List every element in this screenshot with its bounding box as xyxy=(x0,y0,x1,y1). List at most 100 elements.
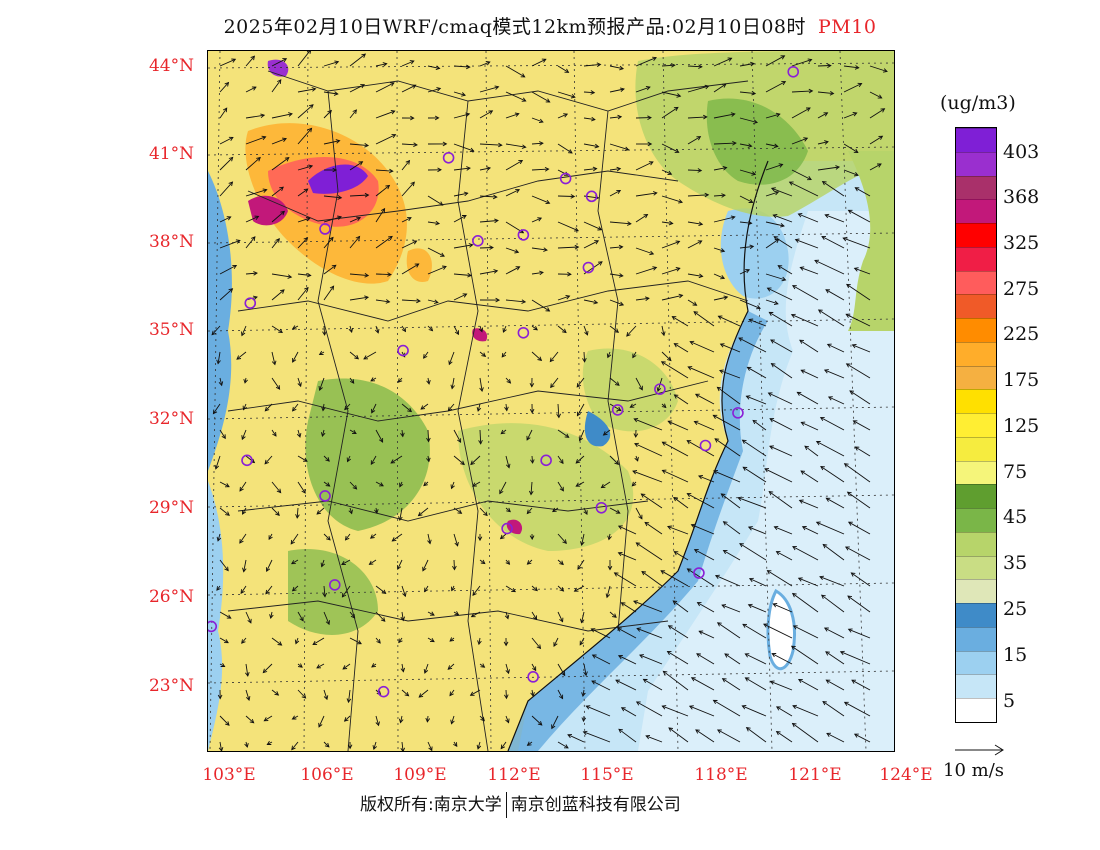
wind-vector-head xyxy=(798,499,804,504)
wind-vector xyxy=(245,236,256,249)
wind-vector-head xyxy=(641,570,647,576)
wind-vector xyxy=(349,194,369,197)
wind-vector-head xyxy=(364,295,370,300)
wind-vector-head xyxy=(224,639,229,644)
legend-swatch xyxy=(956,698,996,722)
wind-vector xyxy=(375,236,393,249)
legend-label: 125 xyxy=(1003,415,1040,437)
wind-vector-head xyxy=(742,623,748,628)
wind-vector xyxy=(739,63,755,67)
wind-vector-head xyxy=(613,572,619,577)
wind-vector-head xyxy=(773,236,779,241)
wind-vector xyxy=(722,678,741,691)
wind-vector-head xyxy=(854,446,860,451)
wind-vector-head xyxy=(667,420,673,425)
wind-vector-head xyxy=(401,327,407,333)
wind-vector xyxy=(713,83,727,93)
southwest-blue xyxy=(208,481,224,751)
wind-vector xyxy=(765,81,786,93)
wind-vector-head xyxy=(429,637,435,643)
wind-vector-head xyxy=(407,407,413,413)
wind-vector xyxy=(375,637,381,644)
wind-vector-head xyxy=(877,94,883,99)
wind-vector xyxy=(739,269,750,275)
wind-vector xyxy=(634,418,663,431)
wind-vector-head xyxy=(652,56,657,61)
wind-vector-head xyxy=(320,562,326,568)
wind-vector-head xyxy=(635,701,641,706)
wind-vector-head xyxy=(218,746,224,751)
wind-vector xyxy=(312,637,325,645)
wind-vector xyxy=(687,493,715,509)
wind-vector xyxy=(739,543,767,561)
wind-vector xyxy=(531,142,543,145)
wind-vector xyxy=(297,377,302,387)
wind-vector-head xyxy=(254,215,260,220)
legend-swatch xyxy=(956,579,996,603)
wind-vector-head xyxy=(333,91,339,96)
wind-vector xyxy=(297,128,312,145)
wind-vector xyxy=(427,195,443,206)
wind-vector-head xyxy=(614,381,620,386)
wind-vector-head xyxy=(378,438,384,443)
wind-vector xyxy=(471,611,481,618)
wind-vector xyxy=(739,117,758,123)
wind-vector xyxy=(453,244,473,249)
wind-vector-head xyxy=(714,574,720,579)
wind-vector xyxy=(219,216,231,223)
wind-vector-head xyxy=(817,309,823,314)
wind-vector-head xyxy=(539,141,544,146)
wind-vector xyxy=(822,544,845,561)
wind-vector xyxy=(855,446,871,457)
wind-vector-head xyxy=(552,507,557,513)
wind-vector xyxy=(819,576,845,587)
wind-vector-head xyxy=(263,717,269,722)
wind-vector-head xyxy=(698,64,703,69)
wind-vector-head xyxy=(228,136,234,141)
wind-vector xyxy=(427,533,431,544)
wind-vector-head xyxy=(368,560,374,565)
wind-vector-head xyxy=(624,146,630,151)
wind-vector-head xyxy=(539,270,544,276)
wind-vector xyxy=(844,701,871,717)
station-marker xyxy=(328,579,341,591)
wind-vector-head xyxy=(528,490,534,496)
wind-vector-head xyxy=(716,622,722,627)
wind-vector-head xyxy=(766,287,772,292)
wind-vector xyxy=(792,593,819,613)
wind-vector-head xyxy=(590,628,596,633)
wind-vector xyxy=(583,221,602,231)
wind-vector xyxy=(643,679,663,691)
wind-vector-head xyxy=(282,58,288,63)
wind-vector xyxy=(392,533,403,542)
wind-vector-head xyxy=(564,68,570,73)
wind-vector xyxy=(344,715,351,722)
wind-vector xyxy=(401,84,416,93)
wind-vector-head xyxy=(545,98,551,103)
wind-vector xyxy=(721,493,741,509)
copyright-separator xyxy=(505,792,507,818)
wind-vector-head xyxy=(854,187,860,192)
wind-vector-head xyxy=(217,694,223,700)
wind-vector-head xyxy=(370,377,376,382)
wind-vector xyxy=(369,559,377,565)
wind-vector-head xyxy=(364,192,370,198)
wind-vector-head xyxy=(218,381,224,387)
wind-vector xyxy=(297,611,304,622)
wind-vector-head xyxy=(391,133,397,139)
wind-vector xyxy=(738,497,767,509)
wind-vector xyxy=(691,677,715,691)
legend-swatch xyxy=(956,626,996,651)
wind-vector xyxy=(297,165,313,171)
wind-vector xyxy=(720,343,741,353)
wind-vector xyxy=(773,214,793,223)
wind-vector xyxy=(375,611,386,622)
wind-vector xyxy=(349,351,359,360)
wind-vector-head xyxy=(853,733,859,738)
lat-label-38: 38°N xyxy=(148,232,194,252)
wind-vector xyxy=(427,377,430,384)
wind-vector-head xyxy=(471,482,477,487)
wind-vector xyxy=(607,351,611,358)
wind-vector xyxy=(219,157,234,171)
wind-vector xyxy=(713,247,725,252)
